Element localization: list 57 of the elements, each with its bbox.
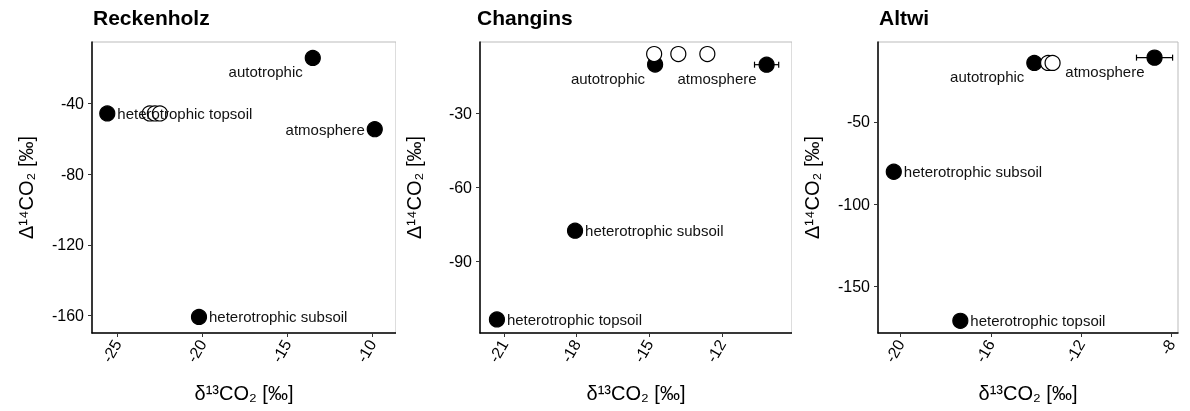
annotation: heterotrophic subsoil	[208, 308, 348, 326]
y-tick-label: -30	[448, 105, 473, 123]
y-axis-title: Δ¹⁴CO₂ [‰]	[15, 135, 37, 240]
y-axis-title: Δ¹⁴CO₂ [‰]	[403, 135, 425, 240]
y-tick-label: -100	[837, 195, 871, 213]
y-tick-label: -40	[60, 95, 85, 113]
annotation: atmosphere	[677, 70, 757, 88]
x-axis-title: δ¹³CO₂ [‰]	[194, 382, 294, 404]
x-axis-title: δ¹³CO₂ [‰]	[586, 382, 686, 404]
annotation: atmosphere	[285, 120, 365, 138]
point	[1146, 49, 1163, 66]
point	[304, 49, 321, 67]
y-tick-label: -60	[448, 179, 473, 196]
point	[758, 56, 775, 73]
point	[190, 308, 208, 326]
annotation: atmosphere	[1065, 63, 1145, 81]
y-tick-label: -120	[51, 236, 85, 254]
x-axis-title: δ¹³CO₂ [‰]	[978, 382, 1078, 404]
point	[699, 45, 716, 63]
annotation: autotrophic	[228, 63, 304, 81]
x-tick-label: -15	[630, 336, 657, 366]
point	[566, 222, 584, 239]
y-tick-label: -90	[448, 252, 473, 270]
x-tick-label: -18	[557, 336, 585, 366]
chart-title: Altwi	[879, 6, 930, 29]
annotation: heterotrophic subsoil	[585, 222, 724, 240]
y-tick-label: -50	[846, 113, 871, 131]
x-tick-label: -15	[268, 336, 295, 366]
x-tick-label: -8	[1156, 336, 1179, 358]
x-tick-label: -12	[1062, 336, 1089, 366]
y-axis-title: Δ¹⁴CO₂ [‰]	[801, 135, 823, 240]
point	[646, 45, 663, 63]
chart-title: Reckenholz	[93, 6, 210, 29]
x-tick-label: -21	[485, 336, 512, 366]
x-tick-label: -20	[881, 336, 908, 366]
y-tick-label: -150	[837, 277, 871, 295]
chart-title: Changins	[477, 6, 573, 29]
annotation: heterotrophic topsoil	[506, 310, 643, 328]
point	[1026, 54, 1043, 71]
annotation: heterotrophic subsoil	[903, 163, 1043, 181]
point	[885, 163, 902, 180]
y-tick-label: -80	[60, 165, 85, 183]
x-tick-label: -10	[353, 336, 380, 366]
point	[952, 312, 969, 329]
x-tick-label: -16	[971, 336, 999, 366]
point	[366, 121, 383, 138]
annotation: autotrophic	[570, 69, 646, 87]
y-tick-label: -160	[51, 307, 85, 325]
x-tick-label: -20	[183, 336, 210, 366]
point	[99, 105, 116, 122]
point	[670, 45, 687, 63]
point	[488, 311, 506, 328]
annotation: autotrophic	[950, 68, 1025, 86]
point	[1044, 54, 1061, 71]
x-tick-label: -25	[98, 336, 125, 366]
annotation: heterotrophic topsoil	[970, 312, 1106, 330]
x-tick-label: -12	[702, 336, 730, 366]
